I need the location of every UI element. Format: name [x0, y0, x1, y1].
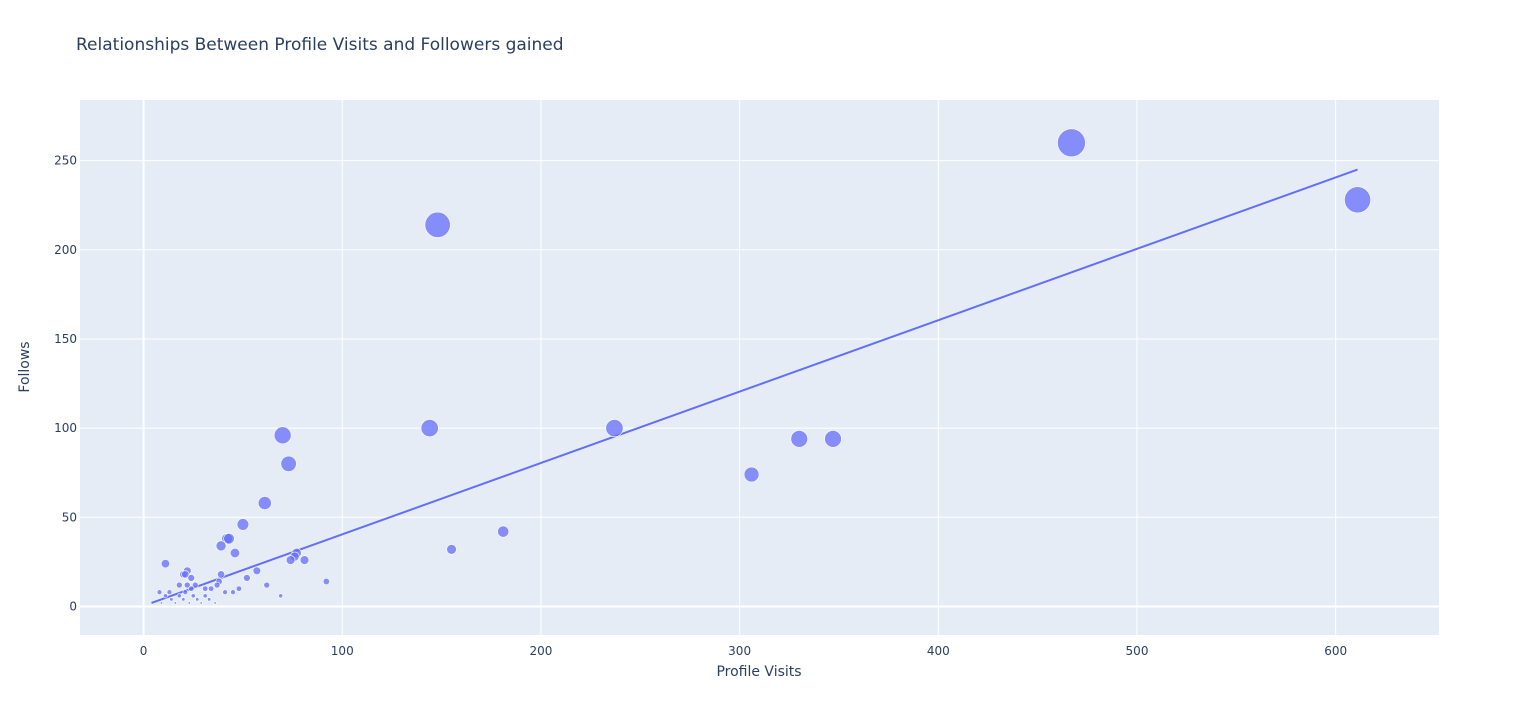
x-axis-title: Profile Visits: [716, 664, 801, 680]
y-tick-label: 250: [54, 154, 77, 168]
chart-title: Relationships Between Profile Visits and…: [76, 35, 564, 55]
data-point[interactable]: [424, 211, 451, 238]
data-point[interactable]: [230, 589, 236, 595]
marker-layer: [156, 128, 1371, 605]
data-point[interactable]: [207, 597, 212, 602]
data-point[interactable]: [446, 544, 457, 555]
data-point[interactable]: [202, 593, 208, 599]
data-point[interactable]: [159, 601, 163, 605]
data-point[interactable]: [215, 540, 227, 552]
data-point[interactable]: [176, 593, 182, 599]
plot-area[interactable]: [80, 100, 1439, 635]
data-point[interactable]: [208, 585, 215, 592]
axis-ticks: 0 100 200 300 400 500 600 0 50 100 150 200 250: [54, 154, 1347, 658]
data-point[interactable]: [420, 419, 439, 438]
y-tick-label: 100: [54, 421, 77, 435]
data-point[interactable]: [213, 601, 217, 605]
data-point[interactable]: [252, 566, 262, 575]
data-point[interactable]: [173, 601, 177, 605]
data-point[interactable]: [199, 601, 203, 605]
data-point[interactable]: [273, 426, 292, 445]
data-point[interactable]: [182, 589, 189, 595]
y-tick-label: 0: [69, 599, 77, 613]
data-point[interactable]: [497, 525, 510, 538]
data-point[interactable]: [166, 589, 173, 595]
data-point[interactable]: [790, 430, 808, 448]
data-point[interactable]: [322, 577, 330, 586]
data-point[interactable]: [824, 430, 842, 448]
data-point[interactable]: [163, 593, 168, 599]
data-point[interactable]: [195, 597, 200, 602]
data-point[interactable]: [223, 533, 235, 545]
data-point[interactable]: [169, 597, 174, 602]
x-tick-label: 500: [1126, 644, 1149, 658]
data-point[interactable]: [235, 585, 242, 592]
data-point[interactable]: [187, 574, 196, 582]
x-tick-label: 400: [927, 644, 950, 658]
data-point[interactable]: [243, 574, 251, 582]
data-point[interactable]: [222, 589, 228, 595]
data-point[interactable]: [156, 589, 163, 595]
data-point[interactable]: [160, 559, 170, 569]
data-point[interactable]: [187, 601, 191, 605]
trendline[interactable]: [151, 168, 1358, 604]
data-point[interactable]: [1057, 128, 1086, 158]
x-tick-label: 300: [728, 644, 751, 658]
data-point[interactable]: [285, 555, 296, 565]
data-point[interactable]: [280, 455, 297, 472]
data-point[interactable]: [1344, 186, 1371, 214]
x-tick-label: 200: [529, 644, 552, 658]
data-point[interactable]: [257, 496, 272, 510]
y-tick-label: 150: [54, 332, 77, 346]
data-point[interactable]: [188, 585, 195, 592]
data-point[interactable]: [605, 419, 624, 438]
data-point[interactable]: [176, 581, 183, 589]
data-point[interactable]: [236, 518, 250, 531]
y-tick-label: 50: [62, 510, 77, 524]
data-point[interactable]: [183, 581, 191, 589]
data-point[interactable]: [202, 585, 209, 592]
x-tick-label: 100: [331, 644, 354, 658]
data-point[interactable]: [299, 555, 310, 565]
y-tick-label: 200: [54, 243, 77, 257]
data-point[interactable]: [191, 581, 199, 589]
data-point[interactable]: [181, 597, 186, 602]
data-point[interactable]: [190, 593, 196, 599]
data-point[interactable]: [263, 581, 271, 589]
x-tick-label: 0: [140, 644, 148, 658]
data-point[interactable]: [213, 581, 221, 589]
y-axis-title: Follows: [17, 341, 33, 392]
x-tick-label: 600: [1324, 644, 1347, 658]
data-point[interactable]: [743, 466, 760, 483]
data-point[interactable]: [217, 570, 226, 579]
trendline-layer: [151, 168, 1358, 604]
grid-lines: [80, 100, 1439, 635]
data-point[interactable]: [181, 570, 190, 579]
data-point[interactable]: [278, 593, 284, 599]
data-point[interactable]: [229, 547, 241, 559]
